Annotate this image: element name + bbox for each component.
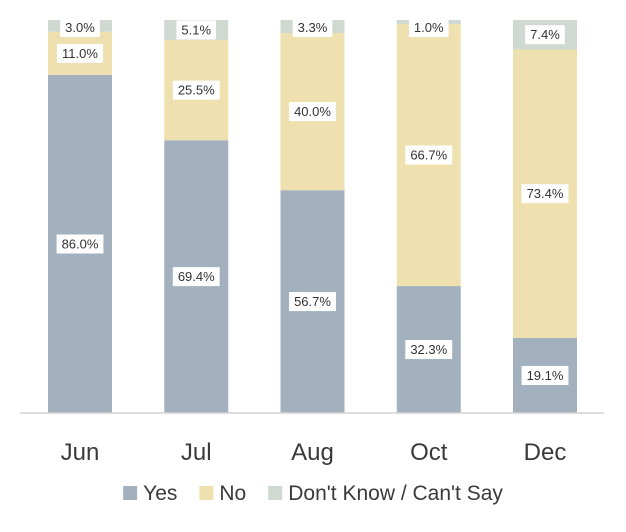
value-label-text: 1.0% (414, 20, 444, 35)
value-label-text: 73.4% (527, 186, 564, 201)
legend: Yes No Don't Know / Can't Say (123, 482, 503, 505)
value-label-jun-no: 11.0% (57, 43, 103, 63)
x-tick-label-aug: Aug (291, 439, 334, 466)
value-label-text: 3.0% (65, 20, 95, 35)
value-label-text: 32.3% (410, 342, 447, 357)
legend-label: No (219, 482, 246, 505)
value-label-text: 19.1% (527, 368, 564, 383)
value-label-jul-don-t-know-can-t-say: 5.1% (176, 20, 217, 40)
value-label-text: 86.0% (62, 237, 99, 252)
legend-label: Don't Know / Can't Say (288, 482, 503, 505)
bars-layer (48, 20, 577, 414)
value-label-aug-yes: 56.7% (289, 292, 336, 312)
value-label-jul-no: 25.5% (172, 80, 220, 100)
x-tick-label-dec: Dec (524, 439, 567, 466)
legend-item-don-t-know-can-t-say: Don't Know / Can't Say (268, 482, 503, 505)
legend-swatch (123, 486, 138, 500)
value-label-dec-yes: 19.1% (521, 365, 569, 385)
legend-item-yes: Yes (123, 482, 177, 505)
value-label-oct-yes: 32.3% (405, 340, 453, 360)
value-label-dec-no: 73.4% (521, 184, 569, 204)
value-label-jun-don-t-know-can-t-say: 3.0% (60, 18, 100, 37)
value-label-dec-don-t-know-can-t-say: 7.4% (525, 25, 565, 45)
value-label-oct-don-t-know-can-t-say: 1.0% (408, 18, 449, 37)
x-tick-label-jul: Jul (181, 439, 212, 466)
legend-item-no: No (199, 482, 246, 505)
value-label-text: 25.5% (178, 83, 215, 98)
value-label-jul-yes: 69.4% (172, 267, 220, 287)
value-label-text: 66.7% (410, 147, 447, 162)
value-label-aug-no: 40.0% (289, 102, 336, 122)
value-label-aug-don-t-know-can-t-say: 3.3% (292, 18, 333, 37)
x-tick-labels: Jun Jul Aug Oct Dec (61, 439, 567, 466)
value-labels-layer: 86.0% 11.0% 3.0% 69.4% 25.5% 5.1% 56.7% 40.0% 3.… (56, 18, 569, 385)
value-label-oct-no: 66.7% (405, 145, 453, 165)
value-label-text: 69.4% (178, 269, 215, 284)
legend-label: Yes (143, 482, 177, 505)
x-tick-label-jun: Jun (61, 439, 100, 466)
value-label-text: 3.3% (298, 20, 328, 35)
value-label-text: 11.0% (62, 46, 98, 61)
value-label-text: 5.1% (181, 23, 211, 38)
legend-swatch (199, 486, 214, 500)
x-tick-label-oct: Oct (410, 439, 448, 466)
value-label-text: 40.0% (294, 104, 331, 119)
legend-swatch (268, 486, 283, 500)
value-label-jun-yes: 86.0% (56, 234, 104, 254)
value-label-text: 56.7% (294, 294, 331, 309)
value-label-text: 7.4% (530, 27, 560, 42)
